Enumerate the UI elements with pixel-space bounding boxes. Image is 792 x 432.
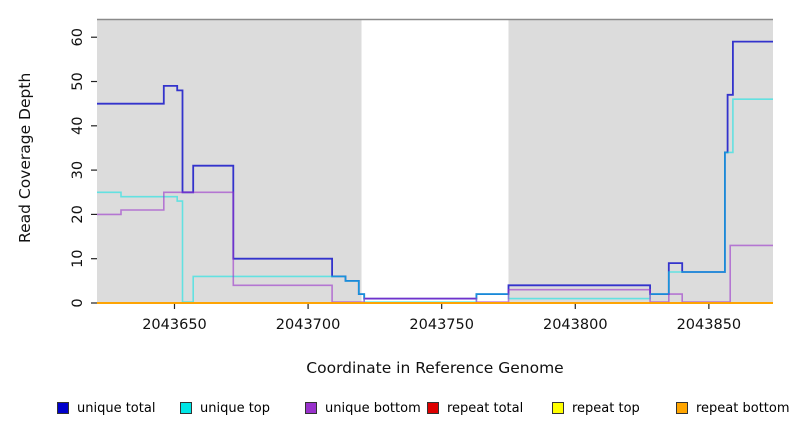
y-tick-label: 40 xyxy=(70,117,86,135)
legend-label: unique top xyxy=(200,400,271,416)
sequenced-region-shading xyxy=(508,19,773,303)
legend-swatch-repeat-top xyxy=(552,402,564,414)
legend-label: repeat top xyxy=(572,400,640,416)
x-tick-label: 2043650 xyxy=(142,317,207,333)
legend-swatch-repeat-bottom xyxy=(676,402,688,414)
y-tick-label: 10 xyxy=(70,249,86,267)
x-tick-label: 2043700 xyxy=(276,317,341,333)
x-tick-label: 2043750 xyxy=(409,317,474,333)
legend-swatch-unique-total xyxy=(57,402,69,414)
x-tick-label: 2043800 xyxy=(543,317,608,333)
y-tick-label: 0 xyxy=(70,298,86,307)
legend: unique total unique top unique bottom re… xyxy=(0,400,792,418)
legend-label: unique total xyxy=(77,400,156,416)
legend-label: repeat bottom xyxy=(696,400,790,416)
legend-item-unique-total: unique total xyxy=(57,400,155,416)
sequenced-region-shading xyxy=(97,19,362,303)
legend-item-repeat-top: repeat top xyxy=(552,400,640,416)
series-line-unique-bottom xyxy=(97,191,773,303)
legend-item-repeat-bottom: repeat bottom xyxy=(676,400,790,416)
legend-label: repeat total xyxy=(447,400,524,416)
y-tick-label: 30 xyxy=(70,161,86,179)
legend-item-repeat-total: repeat total xyxy=(427,400,523,416)
legend-swatch-unique-bottom xyxy=(305,402,317,414)
legend-swatch-unique-top xyxy=(180,402,192,414)
legend-item-unique-bottom: unique bottom xyxy=(305,400,421,416)
legend-item-unique-top: unique top xyxy=(180,400,270,416)
y-tick-label: 50 xyxy=(70,72,86,90)
x-axis-title: Coordinate in Reference Genome xyxy=(306,359,564,377)
y-tick-label: 60 xyxy=(70,28,86,46)
legend-swatch-repeat-total xyxy=(427,402,439,414)
legend-label: unique bottom xyxy=(325,400,421,416)
y-tick-label: 20 xyxy=(70,205,86,223)
x-tick-label: 2043850 xyxy=(677,317,742,333)
y-axis-title: Read Coverage Depth xyxy=(16,72,34,243)
